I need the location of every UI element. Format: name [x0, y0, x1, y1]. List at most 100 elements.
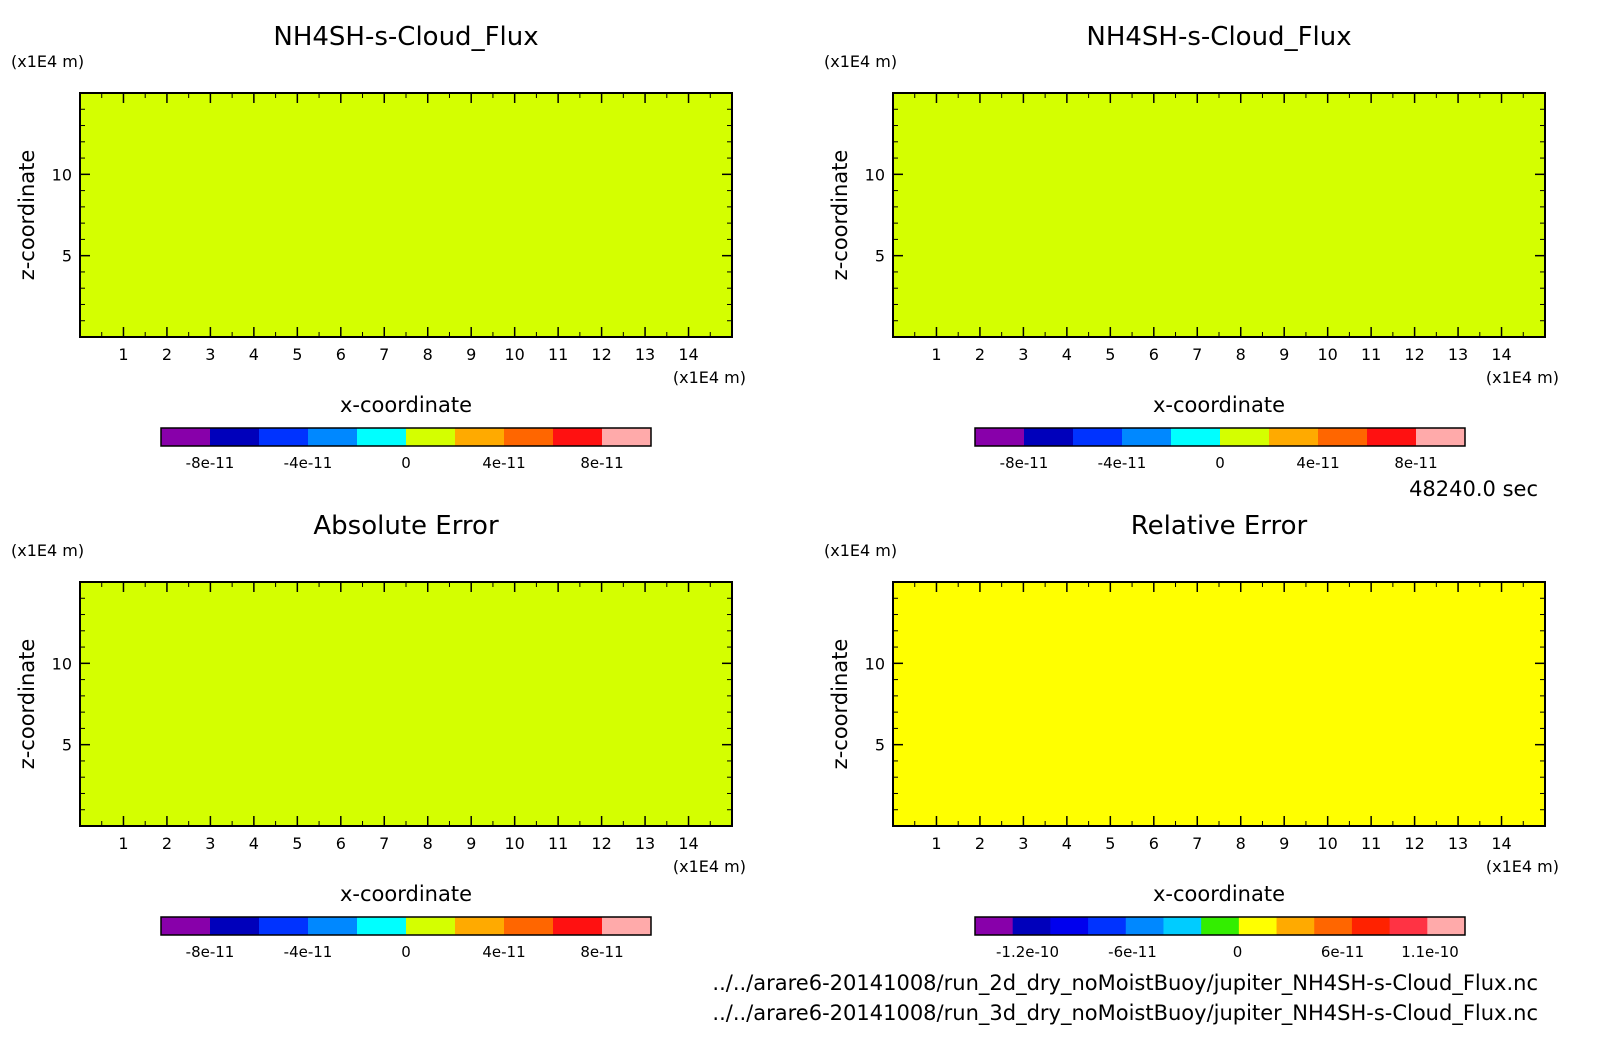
y-axis-label: z-coordinate: [828, 150, 852, 281]
x-unit-label: (x1E4 m): [673, 857, 746, 876]
x-tick-label: 12: [591, 345, 611, 364]
colorbar-swatch: [1073, 428, 1123, 446]
x-tick-label: 9: [466, 834, 476, 853]
x-tick-label: 14: [1491, 345, 1511, 364]
x-tick-label: 13: [635, 834, 655, 853]
colorbar-swatch: [357, 917, 407, 935]
colorbar-swatch: [553, 428, 603, 446]
y-tick-label: 5: [62, 247, 72, 266]
x-tick-label: 8: [1236, 834, 1246, 853]
x-tick-label: 5: [1105, 345, 1115, 364]
colorbar-tick-label: 0: [1233, 943, 1243, 961]
data-field: [893, 582, 1545, 826]
x-tick-label: 7: [379, 834, 389, 853]
x-tick-label: 12: [1404, 345, 1424, 364]
y-axis-label: z-coordinate: [828, 639, 852, 770]
colorbar-swatch: [1088, 917, 1127, 935]
y-unit-label: (x1E4 m): [11, 541, 84, 560]
panel-2: NH4SH-s-Cloud_Flux(x1E4 m)1 2 3 4 5 6 7 8 9 10 11 1…: [824, 22, 1559, 472]
y-tick-label: 10: [52, 165, 72, 184]
colorbar-swatch: [1314, 917, 1353, 935]
x-tick-label: 7: [379, 345, 389, 364]
colorbar-swatch: [259, 428, 309, 446]
colorbar-tick-label: -6e-11: [1108, 943, 1157, 961]
x-axis-label: x-coordinate: [340, 393, 472, 417]
x-tick-label: 14: [1491, 834, 1511, 853]
x-tick-label: 3: [1018, 345, 1028, 364]
colorbar-swatch: [1024, 428, 1074, 446]
colorbar-tick-label: 8e-11: [580, 943, 623, 961]
colorbar-frame: [160, 916, 652, 936]
y-tick-label: 5: [62, 736, 72, 755]
colorbar-swatch: [1318, 428, 1368, 446]
colorbar-tick-label: 1.1e-10: [1401, 943, 1459, 961]
x-axis-label: x-coordinate: [340, 882, 472, 906]
colorbar-swatch: [1367, 428, 1417, 446]
panel-3: Absolute Error(x1E4 m)1 2 3 4 5 6 7 8 9 10 11 12 13 1…: [11, 511, 746, 961]
x-tick-label: 11: [548, 345, 568, 364]
colorbar-swatch: [602, 917, 652, 935]
x-tick-label: 1: [118, 345, 128, 364]
colorbar-tick-label: 8e-11: [1394, 454, 1437, 472]
colorbar-swatch: [975, 428, 1025, 446]
colorbar-swatch: [161, 428, 211, 446]
data-field: [893, 93, 1545, 337]
x-tick-label: 10: [504, 345, 524, 364]
colorbar-tick-label: -4e-11: [284, 454, 333, 472]
colorbar-tick-label: 4e-11: [482, 454, 525, 472]
x-tick-label: 10: [504, 834, 524, 853]
panel-4: Relative Error(x1E4 m)1 2 3 4 5 6 7 8 9 10 11 12 13 1…: [824, 511, 1559, 961]
colorbar-swatch: [504, 917, 554, 935]
colorbar-swatch: [1220, 428, 1270, 446]
colorbar-swatch: [1238, 917, 1278, 935]
x-tick-label: 13: [1448, 834, 1468, 853]
y-tick-label: 5: [875, 736, 885, 755]
x-tick-label: 5: [292, 345, 302, 364]
x-tick-label: 6: [1149, 834, 1159, 853]
x-axis-label: x-coordinate: [1153, 393, 1285, 417]
x-tick-label: 8: [423, 345, 433, 364]
x-tick-label: 9: [1279, 345, 1289, 364]
colorbar-tick-label: 0: [401, 454, 411, 472]
x-tick-label: 5: [292, 834, 302, 853]
chart-title: Relative Error: [1131, 511, 1308, 541]
colorbar: -8e-11 -4e-11 0 4e-11 8e-11: [160, 916, 652, 961]
y-unit-label: (x1E4 m): [824, 541, 897, 560]
x-tick-label: 3: [205, 834, 215, 853]
colorbar-swatch: [1171, 428, 1221, 446]
x-tick-label: 11: [548, 834, 568, 853]
x-tick-label: 7: [1192, 345, 1202, 364]
x-tick-label: 9: [1279, 834, 1289, 853]
panel-1: NH4SH-s-Cloud_Flux(x1E4 m)1 2 3 4 5 6 7 8 9 10 11 1…: [11, 22, 746, 472]
colorbar: -8e-11 -4e-11 0 4e-11 8e-11: [974, 427, 1466, 472]
x-tick-label: 6: [1149, 345, 1159, 364]
colorbar-tick-label: -4e-11: [1098, 454, 1147, 472]
y-tick-label: 5: [875, 247, 885, 266]
x-tick-label: 13: [635, 345, 655, 364]
colorbar: -1.2e-10 -6e-11 0 6e-11 1.1e-10: [974, 916, 1466, 961]
colorbar-swatch: [210, 428, 260, 446]
x-tick-label: 8: [1236, 345, 1246, 364]
chart-title: NH4SH-s-Cloud_Flux: [1086, 22, 1351, 52]
colorbar-swatch: [1125, 917, 1164, 935]
y-tick-label: 10: [52, 654, 72, 673]
colorbar-swatch: [308, 917, 358, 935]
x-tick-label: 13: [1448, 345, 1468, 364]
x-tick-label: 12: [1404, 834, 1424, 853]
colorbar-swatch: [357, 428, 407, 446]
x-tick-label: 3: [205, 345, 215, 364]
y-tick-label: 10: [865, 654, 885, 673]
colorbar-tick-label: -8e-11: [186, 943, 235, 961]
x-unit-label: (x1E4 m): [673, 368, 746, 387]
y-axis-label: z-coordinate: [15, 150, 39, 281]
x-tick-label: 8: [423, 834, 433, 853]
x-tick-label: 10: [1317, 345, 1337, 364]
colorbar-swatch: [975, 917, 1014, 935]
colorbar-swatch: [406, 917, 456, 935]
colorbar-swatch: [259, 917, 309, 935]
colorbar-swatch: [504, 428, 554, 446]
colorbar-frame: [974, 427, 1466, 447]
y-axis-label: z-coordinate: [15, 639, 39, 770]
x-tick-label: 11: [1361, 834, 1381, 853]
